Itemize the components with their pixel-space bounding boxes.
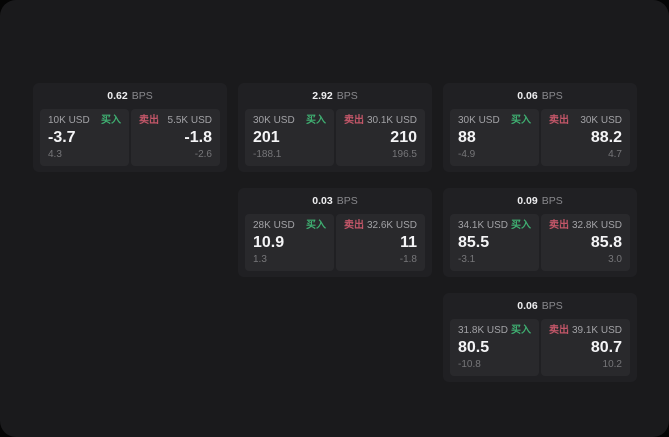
sell-side-label: 卖出 <box>139 115 159 126</box>
buy-side-label: 买入 <box>511 220 531 231</box>
sell-side-label: 卖出 <box>344 220 364 231</box>
spread-unit-label: BPS <box>131 90 153 102</box>
sell-side-label: 卖出 <box>549 220 569 231</box>
sell-amount-label: 32.6K USD <box>366 220 417 231</box>
sell-side-label: 卖出 <box>549 115 569 126</box>
quote-card: 0.09 BPS 34.1K USD 买入 85.5 -3.1 卖出 32.8K … <box>443 188 637 277</box>
spread-header: 2.92 BPS <box>245 88 425 105</box>
buy-sub-value: -188.1 <box>253 149 282 160</box>
sell-sub-value: 3.0 <box>608 254 622 265</box>
spread-unit-label: BPS <box>541 195 563 207</box>
sell-panel[interactable]: 卖出 30.1K USD 210 196.5 <box>336 109 425 166</box>
sell-sub-value: -1.8 <box>399 254 417 265</box>
sell-amount-label: 30K USD <box>580 115 622 126</box>
buy-price-value: 10.9 <box>253 234 285 251</box>
quote-card: 2.92 BPS 30K USD 买入 201 -188.1 卖出 30.1K U… <box>238 83 432 172</box>
spread-unit-label: BPS <box>541 300 563 312</box>
buy-amount-label: 10K USD <box>48 115 90 126</box>
spread-header: 0.03 BPS <box>245 193 425 210</box>
buy-sub-value: -3.1 <box>458 254 476 265</box>
sell-price-value: 88.2 <box>590 129 622 146</box>
spread-value: 2.92 <box>312 90 333 102</box>
spread-unit-label: BPS <box>336 90 358 102</box>
sell-price-value: 80.7 <box>590 339 622 356</box>
spread-header: 0.06 BPS <box>450 88 630 105</box>
sell-amount-label: 32.8K USD <box>571 220 622 231</box>
sell-price-value: 85.8 <box>590 234 622 251</box>
buy-amount-label: 31.8K USD <box>458 325 509 336</box>
quote-card: 0.06 BPS 31.8K USD 买入 80.5 -10.8 卖出 39.1K… <box>443 293 637 382</box>
spread-unit-label: BPS <box>541 90 563 102</box>
sell-amount-label: 30.1K USD <box>366 115 417 126</box>
buy-amount-label: 30K USD <box>458 115 500 126</box>
quote-card: 0.03 BPS 28K USD 买入 10.9 1.3 卖出 32.6K USD… <box>238 188 432 277</box>
spread-unit-label: BPS <box>336 195 358 207</box>
sell-amount-label: 5.5K USD <box>167 115 212 126</box>
buy-price-value: 85.5 <box>458 234 490 251</box>
spread-value: 0.06 <box>517 90 538 102</box>
buy-side-label: 买入 <box>511 325 531 336</box>
buy-panel[interactable]: 28K USD 买入 10.9 1.3 <box>245 214 334 271</box>
buy-price-value: 88 <box>458 129 476 146</box>
spread-header: 0.09 BPS <box>450 193 630 210</box>
buy-side-label: 买入 <box>511 115 531 126</box>
spread-value: 0.09 <box>517 195 538 207</box>
buy-sub-value: 1.3 <box>253 254 267 265</box>
sell-sub-value: -2.6 <box>194 149 212 160</box>
sell-sub-value: 10.2 <box>602 359 622 370</box>
sell-price-value: 210 <box>390 129 417 146</box>
spread-header: 0.62 BPS <box>40 88 220 105</box>
buy-price-value: -3.7 <box>48 129 76 146</box>
buy-side-label: 买入 <box>101 115 121 126</box>
sell-price-value: -1.8 <box>184 129 212 146</box>
buy-sub-value: -4.9 <box>458 149 476 160</box>
sell-sub-value: 4.7 <box>608 149 622 160</box>
buy-amount-label: 34.1K USD <box>458 220 509 231</box>
quote-card: 0.06 BPS 30K USD 买入 88 -4.9 卖出 30K USD 88… <box>443 83 637 172</box>
sell-panel[interactable]: 卖出 39.1K USD 80.7 10.2 <box>541 319 630 376</box>
sell-panel[interactable]: 卖出 32.6K USD 11 -1.8 <box>336 214 425 271</box>
spread-value: 0.62 <box>107 90 128 102</box>
buy-price-value: 80.5 <box>458 339 490 356</box>
buy-price-value: 201 <box>253 129 280 146</box>
sell-panel[interactable]: 卖出 32.8K USD 85.8 3.0 <box>541 214 630 271</box>
buy-amount-label: 30K USD <box>253 115 295 126</box>
sell-price-value: 11 <box>400 234 417 251</box>
buy-side-label: 买入 <box>306 220 326 231</box>
sell-amount-label: 39.1K USD <box>571 325 622 336</box>
sell-panel[interactable]: 卖出 30K USD 88.2 4.7 <box>541 109 630 166</box>
sell-side-label: 卖出 <box>344 115 364 126</box>
sell-sub-value: 196.5 <box>391 149 417 160</box>
spread-value: 0.03 <box>312 195 333 207</box>
buy-panel[interactable]: 34.1K USD 买入 85.5 -3.1 <box>450 214 539 271</box>
buy-amount-label: 28K USD <box>253 220 295 231</box>
buy-panel[interactable]: 10K USD 买入 -3.7 4.3 <box>40 109 129 166</box>
buy-side-label: 买入 <box>306 115 326 126</box>
buy-panel[interactable]: 31.8K USD 买入 80.5 -10.8 <box>450 319 539 376</box>
spread-value: 0.06 <box>517 300 538 312</box>
buy-panel[interactable]: 30K USD 买入 88 -4.9 <box>450 109 539 166</box>
sell-side-label: 卖出 <box>549 325 569 336</box>
buy-sub-value: -10.8 <box>458 359 481 370</box>
buy-sub-value: 4.3 <box>48 149 62 160</box>
buy-panel[interactable]: 30K USD 买入 201 -188.1 <box>245 109 334 166</box>
sell-panel[interactable]: 卖出 5.5K USD -1.8 -2.6 <box>131 109 220 166</box>
quote-card: 0.62 BPS 10K USD 买入 -3.7 4.3 卖出 5.5K USD … <box>33 83 227 172</box>
spread-header: 0.06 BPS <box>450 298 630 315</box>
